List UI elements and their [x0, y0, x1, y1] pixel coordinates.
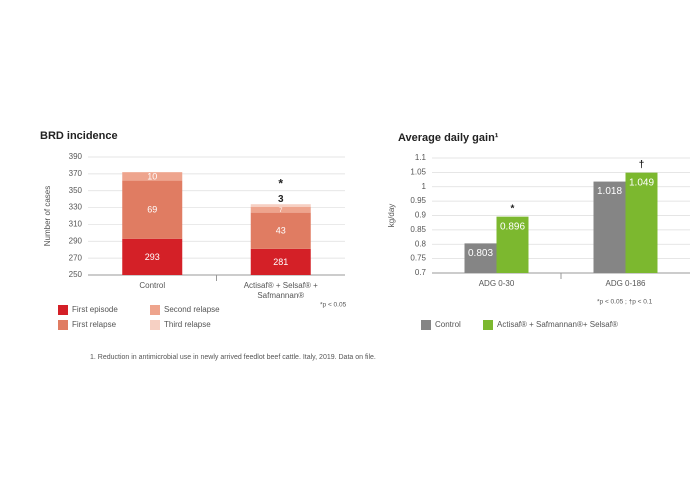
significance-mark: † [639, 159, 645, 170]
x-tick-label: ADG 0-30 [478, 279, 515, 288]
bar-segment [122, 238, 183, 275]
bar-segment [250, 248, 311, 275]
y-axis-label: Number of cases [43, 186, 52, 246]
y-tick-label: 0.9 [415, 211, 427, 220]
legend-swatch [58, 305, 68, 315]
legend-label: Control [435, 320, 461, 329]
bar-segment [250, 206, 311, 213]
y-tick-label: 0.7 [415, 268, 427, 277]
y-tick-label: 330 [69, 203, 83, 212]
x-tick-label-box: ADG 0-30 [478, 279, 515, 288]
y-axis-label: kg/day [387, 204, 396, 228]
y-tick-label: 1.1 [415, 153, 427, 162]
x-tick-label: Actisaf® + Selsaf® + Safmannan® [243, 281, 318, 300]
bar [496, 216, 529, 273]
value-label: 69 [147, 205, 157, 215]
legend-swatch [150, 320, 160, 330]
y-tick-label: 0.75 [410, 254, 426, 263]
y-tick-label: 270 [69, 253, 83, 262]
y-tick-label: 350 [69, 186, 83, 195]
bar-segment [250, 204, 311, 207]
x-tick-label-box: ADG 0-186 [605, 279, 646, 288]
significance-mark: * [278, 176, 283, 190]
bar-segment [122, 172, 183, 181]
y-tick-label: 0.95 [410, 196, 426, 205]
legend-swatch [58, 320, 68, 330]
chart-title: BRD incidence [40, 130, 118, 142]
bar-segment [122, 180, 183, 239]
x-tick-label: Control [139, 281, 166, 290]
note: *p < 0.05 ; †p < 0.1 [597, 299, 653, 306]
x-tick-label: ADG 0-186 [605, 279, 646, 288]
y-tick-label: 310 [69, 220, 83, 229]
chart-title: Average daily gain¹ [398, 132, 499, 144]
x-tick-label-box: Actisaf® + Selsaf® + Safmannan® [243, 281, 318, 300]
y-tick-label: 0.8 [415, 239, 427, 248]
value-label: 10 [147, 171, 157, 181]
bar-segment [250, 212, 311, 249]
y-tick-label: 290 [69, 236, 83, 245]
legend-label: Third relapse [164, 320, 211, 329]
value-label: 43 [276, 226, 286, 236]
y-tick-label: 250 [69, 270, 83, 279]
x-tick-label-box: Control [139, 281, 166, 290]
bar [593, 181, 626, 273]
legend-label: First relapse [72, 320, 117, 329]
y-tick-label: 1.05 [410, 167, 426, 176]
value-label: 1.049 [629, 177, 654, 188]
value-label: 3 [278, 194, 284, 205]
value-label: 7 [279, 208, 283, 214]
value-label: 0.803 [468, 248, 493, 259]
bar [464, 243, 497, 273]
significance-mark: * [511, 203, 515, 214]
y-tick-label: 0.85 [410, 225, 426, 234]
value-label: 0.896 [500, 221, 525, 232]
legend-label: Actisaf® + Safmannan®+ Selsaf® [497, 320, 618, 329]
legend-label: Second relapse [164, 305, 220, 314]
value-label: 1.018 [597, 186, 622, 197]
legend-swatch [150, 305, 160, 315]
value-label: 281 [273, 257, 288, 267]
bar [625, 172, 658, 273]
note: *p < 0.05 [320, 302, 347, 309]
legend-swatch [421, 320, 431, 330]
legend-label: First episode [72, 305, 118, 314]
value-label: 293 [145, 252, 160, 262]
y-tick-label: 1 [422, 182, 427, 191]
footnote: 1. Reduction in antimicrobial use in new… [90, 354, 376, 361]
legend-swatch [483, 320, 493, 330]
y-tick-label: 370 [69, 169, 83, 178]
y-tick-label: 390 [69, 152, 83, 161]
